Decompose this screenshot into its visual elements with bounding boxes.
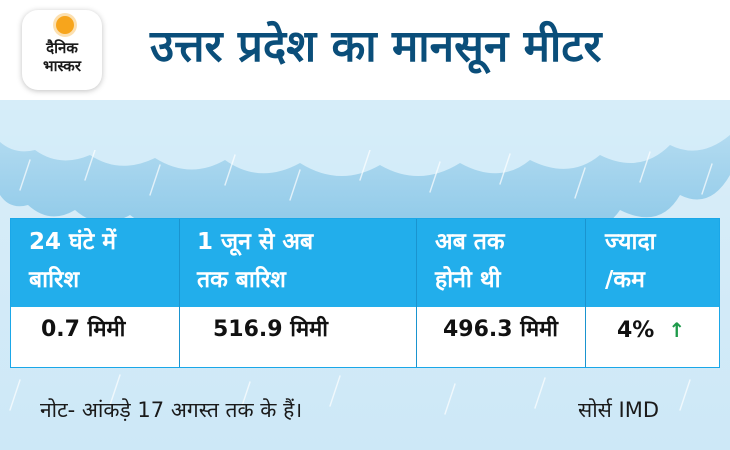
value-expected-rain: 496.3 मिमी (443, 317, 558, 342)
header-line: /कम (605, 267, 645, 293)
value-24h-rain: 0.7 मिमी (41, 317, 126, 342)
rain-streaks (9, 150, 713, 415)
column-divider (416, 219, 417, 367)
footer-source: सोर्स IMD (578, 398, 659, 422)
cloud-illustration (0, 100, 730, 235)
header-line: अब तक (435, 229, 505, 255)
header-cell-excess-deficit: ज्यादा /कम (605, 223, 656, 299)
value-since-june-rain: 516.9 मिमी (213, 317, 328, 342)
header-cell-since-june-rain: 1 जून से अब तक बारिश (197, 223, 313, 299)
logo-line-2: भास्कर (43, 57, 81, 75)
column-divider (179, 219, 180, 367)
header-line: 24 घंटे में (29, 229, 116, 255)
header-line: बारिश (29, 267, 80, 293)
logo-line-1: दैनिक (46, 39, 78, 57)
table-header-band (11, 219, 719, 307)
header-line: ज्यादा (605, 229, 656, 255)
header-line: होनी थी (435, 267, 501, 293)
header-cell-24h-rain: 24 घंटे में बारिश (29, 223, 116, 299)
header-bar: दैनिक भास्कर उत्तर प्रदेश का मानसून मीटर (0, 0, 730, 100)
footer-note: नोट- आंकड़े 17 अगस्त तक के हैं। (40, 398, 303, 422)
sun-icon (56, 16, 74, 34)
value-excess-deficit: 4% ↑ (617, 315, 685, 346)
rainfall-table: 24 घंटे में बारिश 1 जून से अब तक बारिश अ… (10, 218, 720, 368)
header-line: 1 जून से अब (197, 229, 314, 255)
header-cell-expected-rain: अब तक होनी थी (435, 223, 505, 299)
dainik-bhaskar-logo: दैनिक भास्कर (22, 10, 102, 90)
column-divider (585, 219, 586, 367)
page-title: उत्तर प्रदेश का मानसून मीटर (150, 21, 602, 72)
header-line: तक बारिश (197, 267, 286, 293)
percent-value: 4% (617, 318, 655, 343)
up-arrow-icon: ↑ (668, 318, 686, 342)
